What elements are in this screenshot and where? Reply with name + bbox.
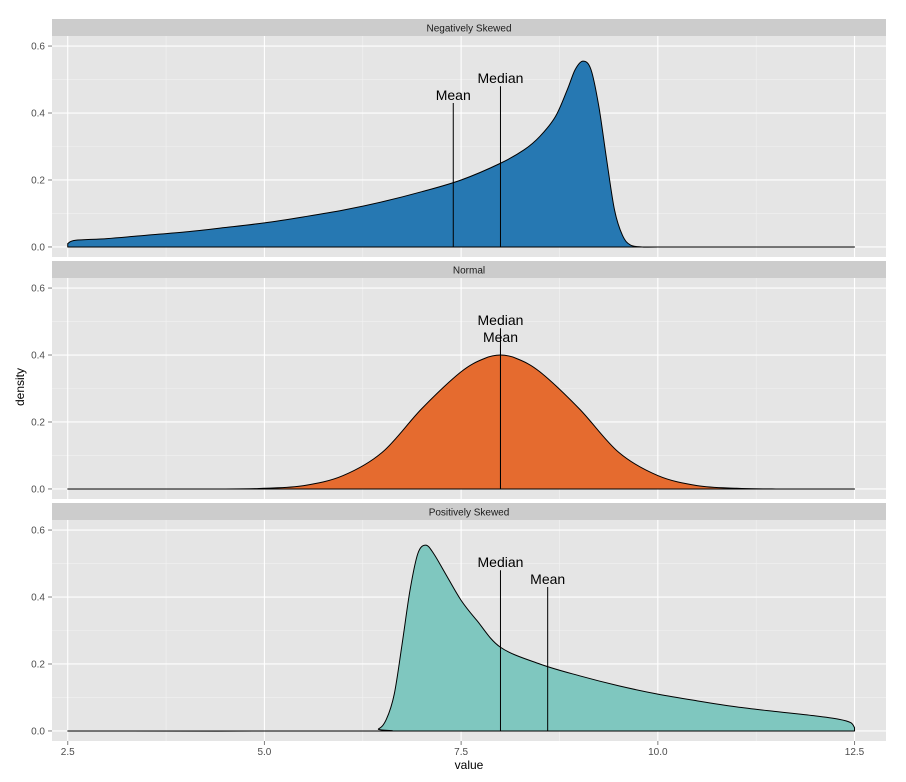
x-tick-label: 12.5: [845, 747, 865, 758]
y-tick-label: 0.0: [31, 484, 45, 495]
y-tick-label: 0.0: [31, 726, 45, 737]
density-area: [67, 60, 856, 248]
y-tick-label: 0.6: [31, 42, 45, 53]
axes: value density 2.5 5.0 7.5 10.0 12.5: [13, 368, 865, 772]
facet-strip-title: Negatively Skewed: [426, 24, 511, 35]
y-tick-label: 0.6: [31, 526, 45, 537]
panels: Negatively Skewed0.00.20.40.6MeanMedianN…: [31, 19, 886, 741]
annotation-label: Mean: [530, 571, 565, 587]
x-tick-label: 7.5: [454, 747, 468, 758]
y-tick-label: 0.2: [31, 659, 45, 670]
y-tick-label: 0.4: [31, 351, 45, 362]
y-tick-label: 0.0: [31, 242, 45, 253]
y-tick-label: 0.2: [31, 175, 45, 186]
facet-strip: [52, 503, 886, 520]
annotation-label: Median: [478, 554, 524, 570]
annotation-label: Median: [478, 312, 524, 328]
annotation-label: Mean: [483, 329, 518, 345]
facet-panel-3: Positively Skewed 0.0 0.2 0.4 0.6 Median Mean: [31, 503, 886, 741]
y-tick-label: 0.6: [31, 284, 45, 295]
y-tick-label: 0.4: [31, 109, 45, 120]
y-tick-label: 0.4: [31, 593, 45, 604]
x-tick-label: 10.0: [648, 747, 668, 758]
x-tick-label: 5.0: [257, 747, 271, 758]
annotation-label: Mean: [436, 87, 471, 103]
x-axis-title: value: [455, 758, 484, 772]
facet-strip: [52, 19, 886, 36]
facet-strip-title: Normal: [453, 266, 485, 277]
facet-panel-1: Negatively Skewed 0.0 0.2 0.4 0.6 Mean Median: [31, 19, 886, 257]
density-area: [67, 354, 856, 490]
x-tick-label: 2.5: [61, 747, 75, 758]
y-axis-title: density: [13, 368, 27, 406]
annotation-label: Median: [478, 70, 524, 86]
facet-strip: [52, 261, 886, 278]
y-tick-label: 0.2: [31, 417, 45, 428]
density-area: [67, 544, 856, 732]
facet-strip-title: Positively Skewed: [429, 508, 510, 519]
